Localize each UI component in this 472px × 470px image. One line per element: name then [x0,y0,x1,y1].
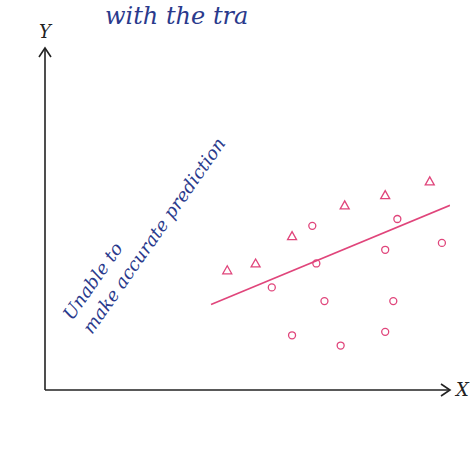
circle-point [321,298,328,305]
circle-point [309,222,316,229]
diagram: YXwith the traUnable tomake accurate pre… [0,0,472,470]
circle-point [390,298,397,305]
triangle-point [288,232,297,240]
circle-point [394,216,401,223]
triangle-point [340,201,349,209]
y-arrow [39,48,51,57]
fit-line [211,205,450,304]
title: with the tra [105,2,248,30]
x-axis-label: X [454,379,470,400]
circle-point [382,246,389,253]
x-axis [45,389,450,391]
y-axis-label: Y [39,21,53,42]
annotation: make accurate prediction [78,134,229,338]
x-arrow [441,384,450,396]
circle-point [268,284,275,291]
triangle-point [425,177,434,185]
circle-point [438,239,445,246]
y-axis [44,48,46,390]
circle-point [337,342,344,349]
triangle-point [251,259,260,267]
circle-point [289,332,296,339]
triangle-point [381,191,390,199]
circle-point [382,328,389,335]
plot-marks [211,177,450,349]
triangle-point [223,266,232,274]
